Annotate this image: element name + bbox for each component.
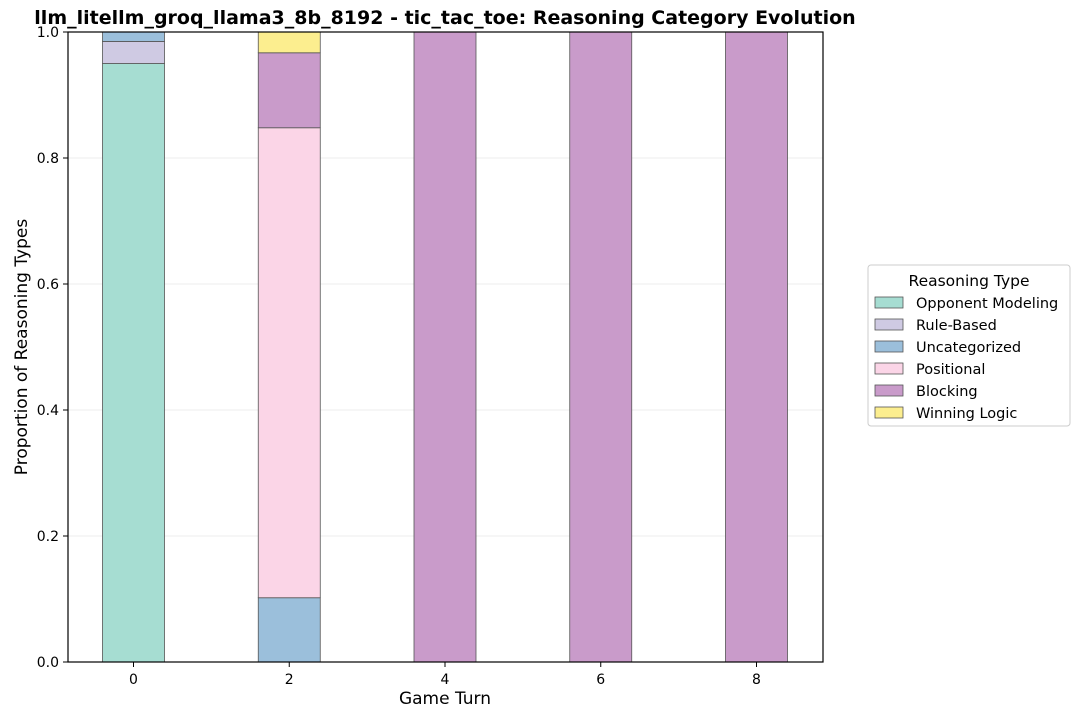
bar-segment-rule-based-turn-0	[102, 41, 165, 64]
bar-segment-blocking-turn-6	[569, 31, 633, 663]
legend-item-label: Opponent Modeling	[916, 296, 1058, 312]
y-tick-label: 0.8	[37, 151, 59, 167]
legend-swatch	[874, 318, 904, 331]
legend-swatch	[874, 406, 904, 419]
bar-segment-blocking-turn-4	[413, 31, 477, 663]
legend-item-label: Rule-Based	[916, 318, 997, 334]
legend-item-label: Positional	[916, 362, 985, 378]
axes: 0.0 0.2 0.4 0.6 0.8 1.0 0 2 4 6 8	[37, 25, 761, 688]
bar-segment-blocking-turn-8	[725, 31, 788, 663]
x-tick-label: 2	[285, 672, 294, 688]
bar-segment-positional-turn-2	[257, 127, 321, 599]
x-axis-label: Game Turn	[399, 689, 491, 709]
bar-segment-uncategorized-turn-0	[102, 31, 165, 42]
legend-swatch	[874, 296, 904, 309]
x-tick-label: 4	[441, 672, 450, 688]
chart-title: llm_litellm_groq_llama3_8b_8192 - tic_ta…	[34, 7, 855, 29]
legend-item-label: Blocking	[916, 384, 978, 400]
legend-swatch	[874, 362, 904, 375]
x-tick-label: 8	[752, 672, 761, 688]
y-tick-label: 0.6	[37, 277, 59, 293]
y-tick-label: 0.2	[37, 529, 59, 545]
legend-swatch	[874, 340, 904, 353]
bar-segment-winning-logic-turn-2	[257, 31, 321, 54]
legend-item-label: Uncategorized	[916, 340, 1021, 356]
y-axis-label: Proportion of Reasoning Types	[12, 219, 32, 476]
bar-segment-uncategorized-turn-2	[257, 597, 321, 663]
legend-item-label: Winning Logic	[916, 406, 1017, 422]
x-tick-label: 6	[596, 672, 605, 688]
y-tick-label: 1.0	[37, 25, 59, 41]
y-tick-label: 0.0	[37, 655, 59, 671]
legend-title: Reasoning Type	[909, 272, 1030, 290]
legend: Reasoning Type Opponent Modeling Rule-Base…	[867, 264, 1071, 427]
y-tick-label: 0.4	[37, 403, 59, 419]
bar-segment-blocking-turn-2	[257, 52, 321, 129]
bars	[102, 31, 788, 663]
legend-box	[867, 264, 1071, 427]
bar-segment-opponent-modeling-turn-0	[102, 63, 165, 663]
legend-swatch	[874, 384, 904, 397]
x-tick-label: 0	[129, 672, 138, 688]
